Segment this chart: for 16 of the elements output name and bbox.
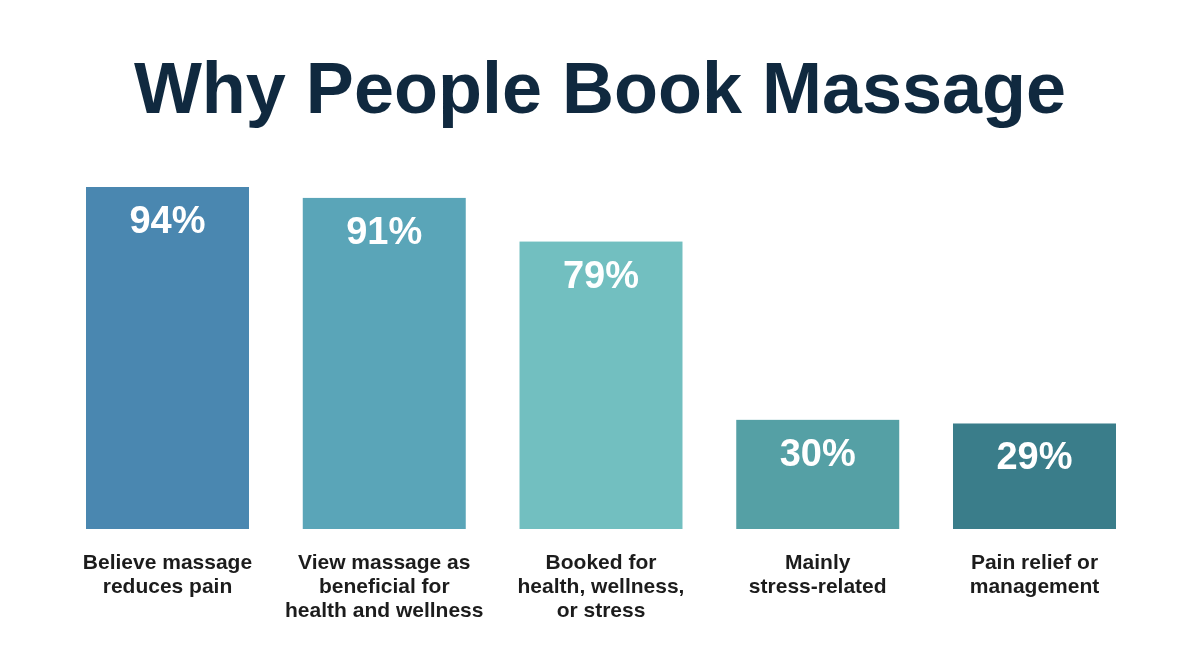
bar [519,241,683,529]
data-label: 30% [779,431,856,474]
x-tick-label: Booked for health, wellness, or stress [517,550,685,621]
data-label: 29% [996,435,1073,478]
bar [302,197,466,529]
x-tick-label: Mainly stress-related [748,550,887,597]
data-label: 94% [129,199,206,241]
data-label: 91% [346,209,423,252]
chart-title: Why People Book Massage [133,48,1067,128]
bar [86,187,249,529]
data-label: 79% [562,253,640,296]
x-tick-label: Believe massage reduces pain [82,550,253,597]
bar [736,419,900,529]
x-tick-label: Pain relief or management [969,550,1100,597]
x-tick-label: View massage as beneficial for health and wellness [285,550,484,621]
bar [953,423,1116,529]
